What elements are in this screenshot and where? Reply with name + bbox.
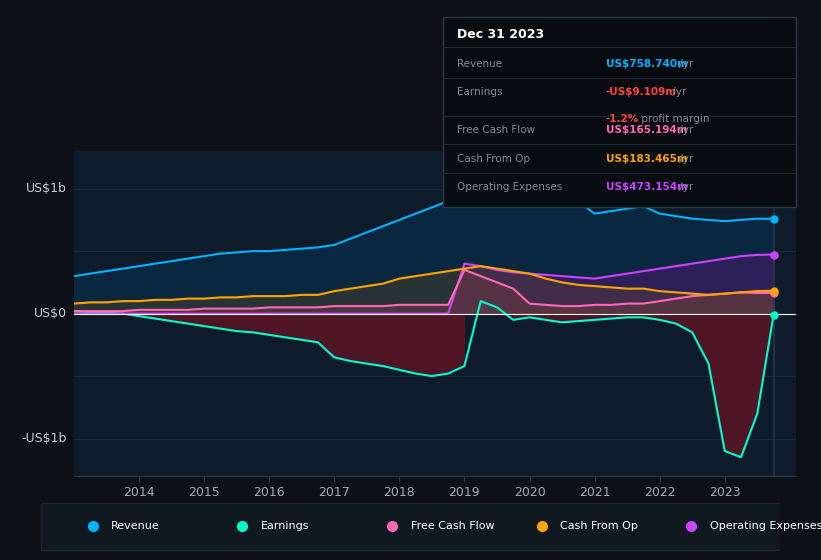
Text: /yr: /yr [676, 125, 693, 136]
Text: Cash From Op: Cash From Op [560, 521, 638, 531]
Text: /yr: /yr [676, 183, 693, 193]
FancyBboxPatch shape [41, 503, 780, 550]
Text: /yr: /yr [669, 87, 686, 97]
Text: Earnings: Earnings [261, 521, 310, 531]
Text: -US$1b: -US$1b [21, 432, 67, 445]
Text: Earnings: Earnings [457, 87, 503, 97]
Text: Revenue: Revenue [457, 59, 502, 69]
Text: US$1b: US$1b [25, 182, 67, 195]
FancyBboxPatch shape [443, 17, 796, 207]
Text: US$165.194m: US$165.194m [606, 125, 687, 136]
Text: Operating Expenses: Operating Expenses [709, 521, 821, 531]
Text: -US$9.109m: -US$9.109m [606, 87, 677, 97]
Text: Free Cash Flow: Free Cash Flow [410, 521, 494, 531]
Text: /yr: /yr [676, 154, 693, 164]
Text: US$758.740m: US$758.740m [606, 59, 688, 69]
Text: /yr: /yr [676, 59, 693, 69]
Text: Dec 31 2023: Dec 31 2023 [457, 28, 544, 41]
Text: Revenue: Revenue [112, 521, 160, 531]
Text: Free Cash Flow: Free Cash Flow [457, 125, 535, 136]
Text: profit margin: profit margin [638, 114, 709, 124]
Text: Cash From Op: Cash From Op [457, 154, 530, 164]
Text: US$473.154m: US$473.154m [606, 183, 688, 193]
Text: Operating Expenses: Operating Expenses [457, 183, 562, 193]
Text: US$0: US$0 [34, 307, 67, 320]
Text: US$183.465m: US$183.465m [606, 154, 687, 164]
Text: -1.2%: -1.2% [606, 114, 639, 124]
